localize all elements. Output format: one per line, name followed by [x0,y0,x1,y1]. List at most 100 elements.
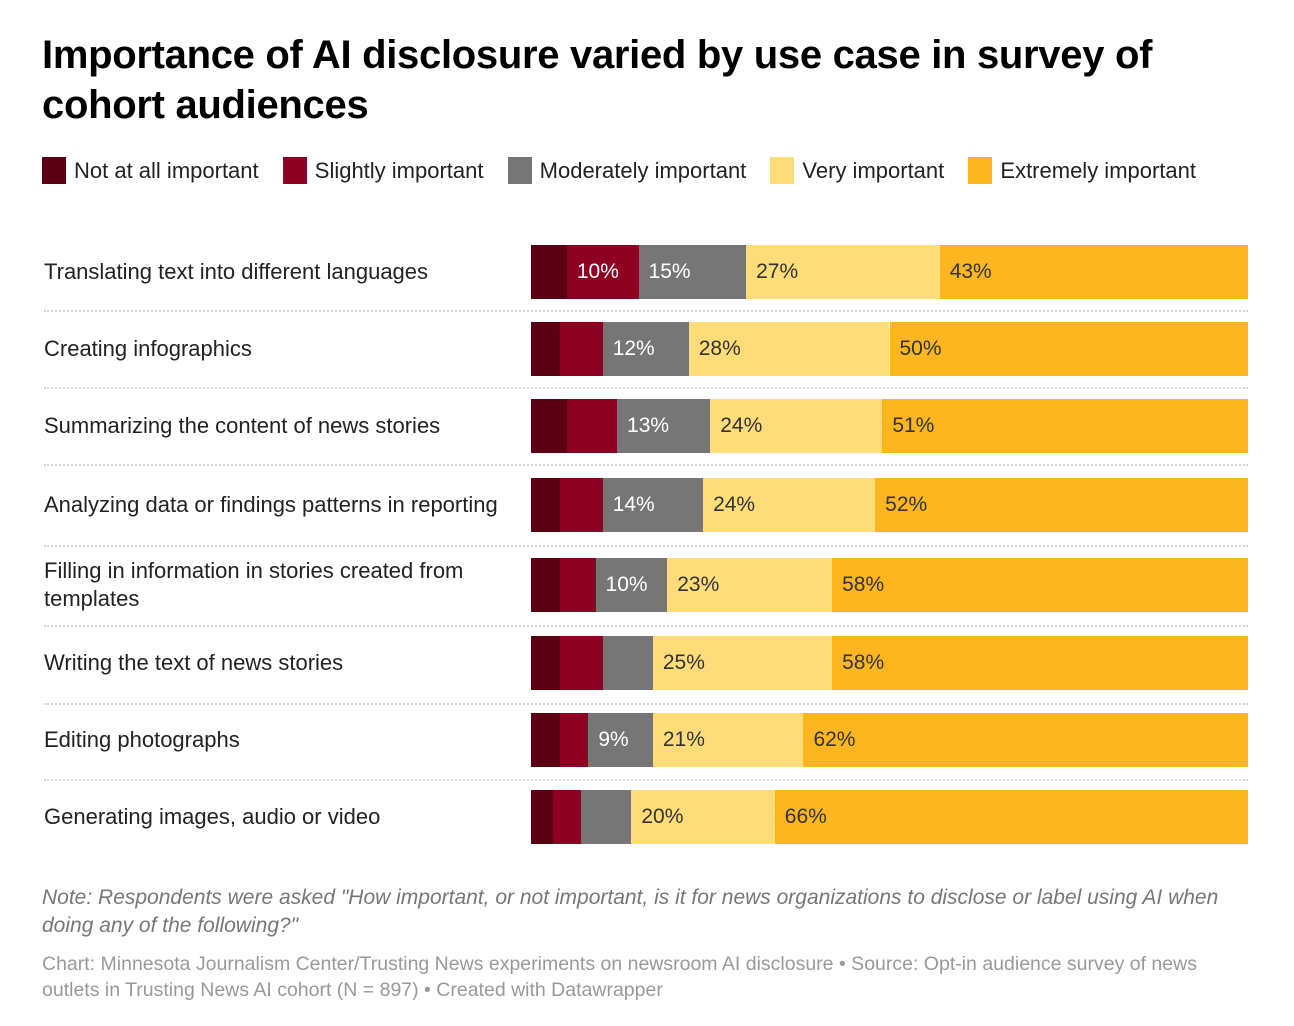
legend-item-not-at-all-important: Not at all important [42,157,259,184]
category-label: Summarizing the content of news stories [44,413,441,438]
legend-item-moderately-important: Moderately important [507,157,747,184]
bar-segment-slightly-important [559,713,589,767]
data-label: 28% [698,337,741,360]
bar-segment-very-important [710,399,883,453]
bar-segment-slightly-important [559,478,603,532]
data-label: 52% [885,493,928,516]
data-label: 10% [605,573,648,596]
bar-segment-extremely-important [939,245,1248,299]
row-separator [44,545,1248,547]
category-label: Analyzing data or findings patterns in r… [44,492,498,517]
bar-segment-extremely-important [803,713,1248,767]
data-label: 50% [899,337,942,360]
bar-segment-moderately-important [588,713,653,767]
stacked-bar-chart: Translating text into different language… [44,245,1248,844]
data-label: 12% [612,337,655,360]
bar-row: 9% 21% 62% [531,713,1248,767]
data-label: 21% [662,728,705,751]
bar-row: 12% 28% 50% [531,322,1248,376]
legend-label: Very important [802,158,945,183]
category-label: Translating text into different language… [44,259,429,284]
bar-segment-very-important [746,245,940,299]
data-label: 10% [576,260,619,283]
bar-segment-not-at-all-important [531,558,560,612]
bar-segment-moderately-important [602,322,689,376]
bar-segment-moderately-important [595,558,668,612]
category-label: Filling in information in stories create… [44,558,464,611]
legend-swatch [770,157,795,184]
data-label: 58% [842,573,885,596]
chart-title: Importance of AI disclosure varied by us… [42,33,1153,127]
row-separator [44,387,1248,389]
data-label: 9% [598,728,629,751]
bar-segment-slightly-important [559,558,596,612]
data-label: 58% [842,651,885,674]
legend-label: Extremely important [1000,158,1197,183]
legend-item-slightly-important: Slightly important [282,157,484,184]
bar-segment-not-at-all-important [531,790,553,844]
legend-label: Not at all important [74,158,259,183]
data-label: 23% [677,573,720,596]
bar-segment-not-at-all-important [531,322,560,376]
bar-segment-very-important [667,558,833,612]
bar-segment-not-at-all-important [531,636,560,690]
bar-segment-moderately-important [602,478,704,532]
bar-segment-moderately-important [638,245,747,299]
bar-segment-very-important [652,713,804,767]
legend-label: Moderately important [539,158,747,183]
category-label: Editing photographs [44,727,240,752]
legend-label: Slightly important [314,158,484,183]
data-label: 62% [813,728,856,751]
bar-row: 10% 23% 58% [531,558,1248,612]
bar-segment-not-at-all-important [531,478,560,532]
bar-row: 13% 24% 51% [531,399,1248,453]
bar-segment-extremely-important [882,399,1248,453]
legend-item-very-important: Very important [770,157,945,184]
data-label: 66% [784,805,827,828]
category-label: Generating images, audio or video [44,804,381,829]
bar-row: 10% 15% 27% 43% [531,245,1248,299]
legend-swatch [968,157,993,184]
bar-row: 20% 66% [531,790,1248,844]
row-separator [44,625,1248,627]
bar-segment-very-important [688,322,890,376]
chart-credit: Chart: Minnesota Journalism Center/Trust… [42,953,1197,1001]
category-label: Writing the text of news stories [44,650,344,675]
data-label: 51% [892,414,935,437]
bar-segment-not-at-all-important [531,245,567,299]
bar-segment-moderately-important [617,399,711,453]
category-label: Creating infographics [44,336,252,361]
bar-segment-very-important [652,636,833,690]
data-label: 20% [641,805,684,828]
legend: Not at all important Slightly important … [42,154,1242,188]
bar-segment-moderately-important [581,790,632,844]
data-label: 15% [648,260,691,283]
bar-segment-not-at-all-important [531,713,560,767]
legend-swatch [507,157,532,184]
bar-row: 14% 24% 52% [531,478,1248,532]
row-separator [44,310,1248,312]
data-label: 43% [949,260,992,283]
data-label: 14% [612,493,655,516]
bar-segment-slightly-important [566,245,639,299]
bar-segment-extremely-important [889,322,1248,376]
bar-segment-slightly-important [559,322,603,376]
bar-segment-not-at-all-important [531,399,567,453]
legend-item-extremely-important: Extremely important [968,157,1197,184]
data-label: 13% [627,414,670,437]
bar-segment-extremely-important [832,636,1248,690]
bar-segment-extremely-important [875,478,1248,532]
data-label: 24% [720,414,763,437]
data-label: 27% [756,260,799,283]
row-separator [44,464,1248,466]
data-label: 24% [713,493,756,516]
bar-row: 25% 58% [531,636,1248,690]
row-separator [44,779,1248,781]
row-separator [44,703,1248,705]
bar-segment-slightly-important [559,636,603,690]
legend-swatch [282,157,307,184]
chart-note: Note: Respondents were asked "How import… [42,886,1219,937]
bar-segment-moderately-important [602,636,653,690]
data-label: 25% [662,651,705,674]
legend-swatch [42,157,66,184]
